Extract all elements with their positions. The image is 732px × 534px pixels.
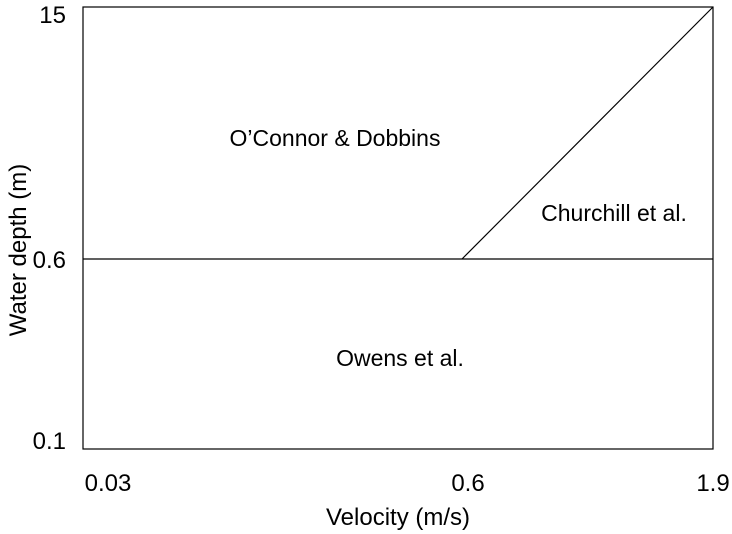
- y-tick-label: 0.6: [33, 247, 66, 274]
- x-axis-label: Velocity (m/s): [326, 504, 470, 531]
- x-tick-label: 0.03: [85, 470, 132, 497]
- x-tick-label: 1.9: [696, 470, 729, 497]
- y-tick-label: 0.1: [33, 428, 66, 455]
- y-tick-label: 15: [39, 2, 66, 29]
- region-label-oconnor-dobbins: O’Connor & Dobbins: [230, 125, 441, 151]
- region-label-owens: Owens et al.: [336, 345, 464, 371]
- plot-frame: [82, 6, 714, 450]
- boundary-diagonal-line: [461, 6, 714, 260]
- region-label-churchill: Churchill et al.: [541, 200, 687, 226]
- y-axis-label: Water depth (m): [5, 164, 32, 337]
- x-tick-label: 0.6: [451, 470, 484, 497]
